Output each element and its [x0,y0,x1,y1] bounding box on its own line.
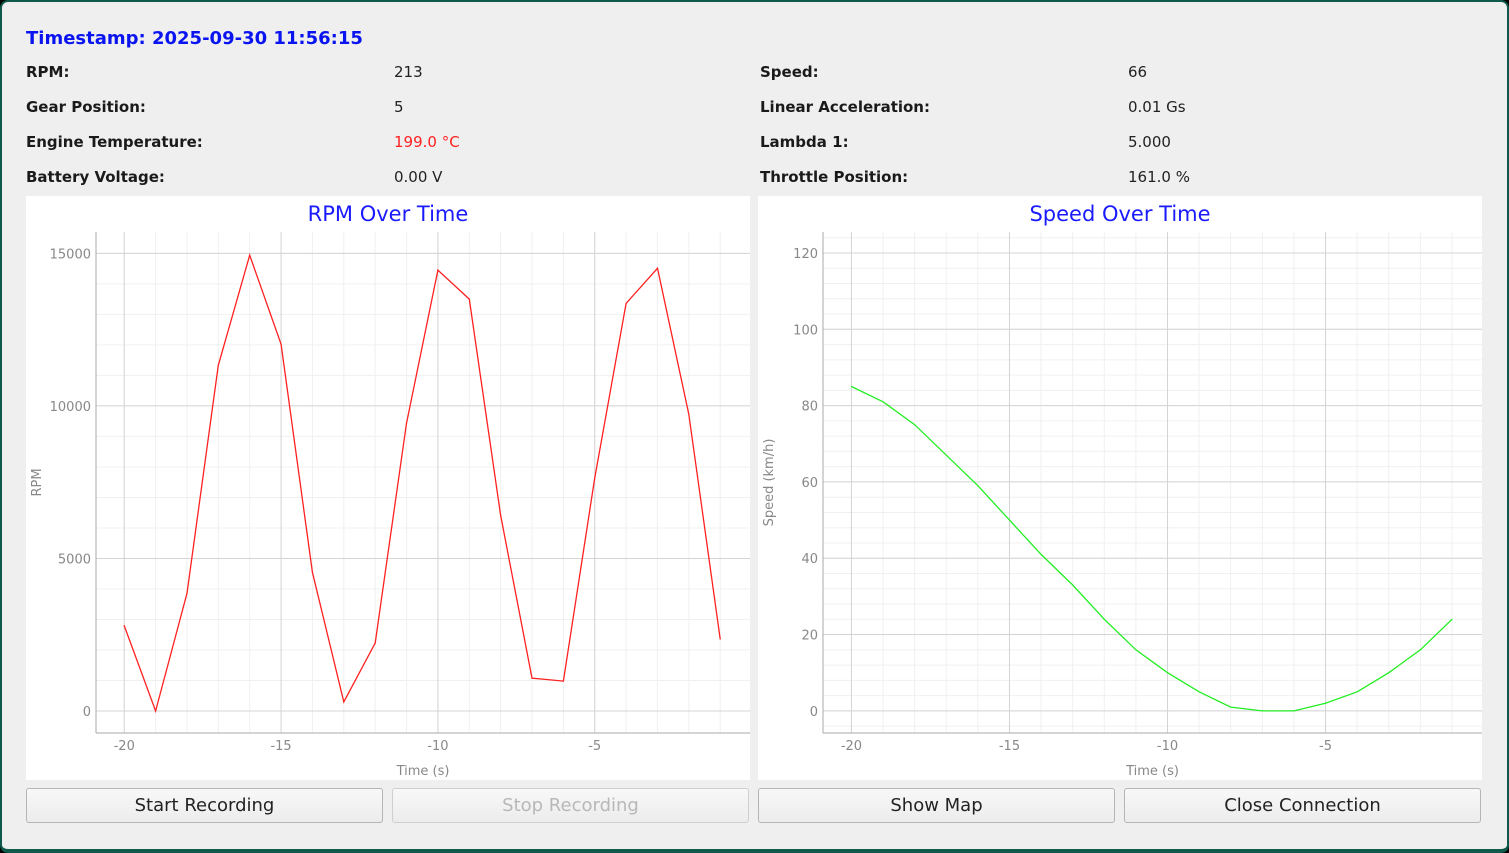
stop-recording-button[interactable]: Stop Recording [392,788,749,823]
y-tick-label: 0 [810,705,818,720]
data-point [594,477,596,479]
x-tick-label: -5 [1319,739,1332,754]
data-point [154,710,157,712]
data-point [437,269,439,271]
close-connection-button[interactable]: Close Connection [1124,788,1481,823]
data-point [280,343,282,345]
data-point [945,454,947,456]
data-point [249,254,251,256]
y-tick-label: 5000 [58,552,91,567]
rpm-chart-title: RPM Over Time [307,202,469,226]
data-point [1419,649,1421,651]
data-point [1451,618,1453,620]
gear-value: 5 [394,98,404,116]
gear-label: Gear Position: [26,98,146,116]
rpm-series-line [123,253,721,714]
rpm-value: 213 [394,63,423,81]
accel-label: Linear Acceleration: [760,98,930,116]
data-point [562,680,564,682]
throttle-label: Throttle Position: [760,168,909,186]
y-tick-label: 10000 [50,400,91,415]
data-point [977,485,979,487]
show-map-button[interactable]: Show Map [758,788,1115,823]
data-point [123,624,125,627]
lambda-label: Lambda 1: [760,133,849,151]
data-point [1166,672,1169,674]
data-point [719,638,721,640]
data-point [882,401,884,403]
speed-series-line [851,385,1453,712]
data-point [531,677,533,679]
data-point [405,422,408,424]
data-point [186,592,188,594]
throttle-value: 161.0 % [1128,168,1190,186]
engine-temp-label: Engine Temperature: [26,133,203,151]
speed-chart-plot: 0 20 40 60 80 100 120 -20 -15 -10 -5 Time (s) Speed … [762,232,1482,779]
data-point [311,571,314,573]
timestamp: Timestamp: 2025-09-30 11:56:15 [26,28,363,49]
data-point [1072,584,1074,586]
y-axis-label: RPM [30,468,45,496]
data-point [374,642,376,644]
data-point [1293,710,1295,712]
data-point [1135,649,1137,651]
y-axis-label: Speed (km/h) [762,439,777,527]
rpm-label: RPM: [26,63,70,81]
data-point [850,385,853,388]
data-point [1040,553,1042,556]
y-tick-label: 20 [801,629,818,644]
data-point [656,267,659,269]
data-point [217,364,219,366]
rpm-chart: 0 5000 10000 15000 -20 -15 -10 -5 Time (s) RPM RP… [26,196,750,780]
x-axis-label: Time (s) [1125,764,1179,779]
speed-chart-title: Speed Over Time [1029,202,1211,226]
x-tick-label: -15 [999,739,1020,754]
data-point [1008,519,1011,521]
start-recording-button[interactable]: Start Recording [26,788,383,823]
accel-value: 0.01 Gs [1128,98,1186,116]
x-tick-label: -20 [841,739,862,754]
x-tick-label: -20 [114,739,135,754]
data-point [1230,706,1232,708]
y-tick-label: 15000 [50,247,91,262]
engine-temp-value: 199.0 °C [394,133,460,151]
x-tick-label: -10 [427,739,448,754]
rpm-chart-plot: 0 5000 10000 15000 -20 -15 -10 -5 Time (s) RPM [30,232,750,779]
data-point [1356,691,1358,693]
data-point [1198,691,1200,693]
y-tick-label: 60 [801,476,818,491]
speed-value: 66 [1128,63,1148,81]
y-tick-label: 120 [793,247,818,262]
battery-value: 0.00 V [394,168,443,186]
lambda-value: 5.000 [1128,133,1171,151]
data-point [500,514,502,516]
data-point [914,424,916,426]
speed-chart: 0 20 40 60 80 100 120 -20 -15 -10 -5 Time (s) Speed … [758,196,1482,780]
y-tick-label: 100 [793,323,818,338]
speed-label: Speed: [760,63,819,81]
battery-label: Battery Voltage: [26,168,165,186]
y-tick-label: 0 [83,705,91,720]
data-point [625,302,627,304]
y-tick-label: 80 [801,400,818,415]
x-axis-label: Time (s) [396,764,450,779]
data-point [1261,710,1263,712]
data-point [1388,672,1390,674]
data-point [343,701,345,703]
x-tick-label: -15 [270,739,291,754]
y-tick-label: 40 [801,552,818,567]
x-tick-label: -5 [588,739,601,754]
data-point [468,298,470,300]
data-point [1324,702,1327,704]
x-tick-label: -10 [1157,739,1178,754]
data-point [1103,618,1105,620]
data-point [688,413,690,415]
